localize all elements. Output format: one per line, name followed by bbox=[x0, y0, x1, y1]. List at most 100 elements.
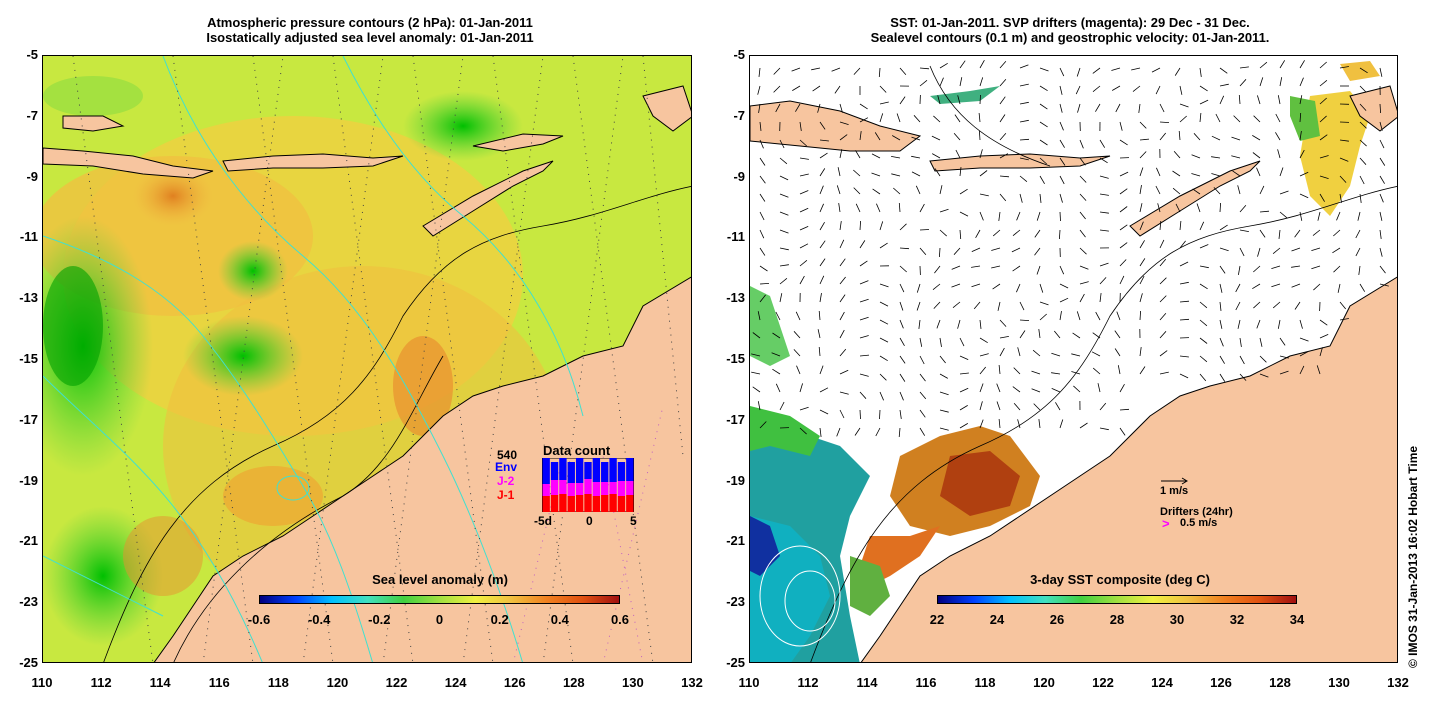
velocity-arrow bbox=[1119, 121, 1123, 131]
velocity-arrow bbox=[1139, 275, 1145, 285]
right-title: SST: 01-Jan-2011. SVP drifters (magenta)… bbox=[780, 15, 1360, 45]
velocity-arrow bbox=[1379, 139, 1385, 149]
velocity-arrow bbox=[1294, 301, 1301, 310]
right-map-panel bbox=[749, 55, 1398, 663]
velocity-arrow bbox=[959, 229, 962, 240]
velocity-arrow bbox=[1079, 281, 1089, 285]
velocity-arrow bbox=[834, 85, 841, 94]
inset-bar bbox=[559, 458, 567, 480]
velocity-arrow bbox=[1256, 167, 1261, 177]
y-tick-label: -21 bbox=[726, 533, 745, 549]
x-tick-label: 118 bbox=[974, 675, 996, 690]
velocity-arrow bbox=[1099, 157, 1108, 164]
velocity-arrow bbox=[1051, 388, 1061, 393]
velocity-arrow bbox=[759, 193, 766, 202]
velocity-arrow bbox=[871, 153, 881, 159]
velocity-arrow bbox=[1196, 203, 1201, 213]
velocity-arrow bbox=[1138, 103, 1141, 113]
velocity-arrow bbox=[999, 60, 1007, 69]
x-tick-label: 120 bbox=[1033, 675, 1055, 690]
velocity-arrow bbox=[1092, 85, 1101, 93]
inset-bar bbox=[609, 482, 617, 494]
velocity-arrow bbox=[757, 311, 761, 321]
velocity-arrow bbox=[1279, 370, 1289, 375]
velocity-arrow bbox=[1175, 203, 1181, 213]
velocity-arrow bbox=[1299, 171, 1309, 177]
velocity-arrow bbox=[919, 229, 930, 231]
velocity-arrow bbox=[1355, 229, 1361, 239]
velocity-arrow bbox=[1159, 258, 1167, 267]
velocity-arrow bbox=[1219, 337, 1224, 347]
velocity-arrow bbox=[1179, 115, 1187, 123]
velocity-arrow bbox=[1359, 157, 1367, 165]
velocity-arrow bbox=[1259, 61, 1268, 69]
velocity-arrow bbox=[757, 85, 761, 95]
inset-bar bbox=[567, 483, 575, 496]
velocity-arrow bbox=[1319, 319, 1328, 326]
velocity-arrow bbox=[1339, 318, 1349, 321]
velocity-arrow bbox=[1139, 366, 1146, 375]
velocity-arrow bbox=[979, 193, 989, 197]
velocity-arrow bbox=[879, 373, 887, 381]
velocity-arrow bbox=[1299, 149, 1305, 159]
velocity-arrow bbox=[911, 171, 921, 177]
velocity-arrow bbox=[1119, 384, 1125, 393]
velocity-arrow bbox=[899, 319, 904, 329]
velocity-arrow bbox=[1159, 132, 1167, 141]
velocity-arrow bbox=[839, 149, 843, 159]
y-tick-label: -25 bbox=[19, 655, 38, 670]
velocity-arrow bbox=[1291, 283, 1301, 288]
velocity-arrow bbox=[1099, 175, 1109, 179]
velocity-arrow bbox=[1355, 247, 1361, 257]
y-tick-label: -9 bbox=[26, 168, 38, 184]
velocity-arrow bbox=[1259, 229, 1266, 238]
inset-bar bbox=[559, 480, 567, 494]
velocity-arrow bbox=[1219, 95, 1225, 105]
velocity-arrow bbox=[779, 277, 788, 285]
velocity-arrow bbox=[1235, 301, 1241, 311]
velocity-arrow bbox=[1119, 139, 1128, 146]
velocity-arrow bbox=[1239, 229, 1249, 232]
velocity-arrow bbox=[1259, 77, 1264, 87]
velocity-arrow bbox=[759, 229, 765, 239]
velocity-arrow bbox=[819, 185, 824, 195]
velocity-arrow bbox=[959, 405, 968, 411]
inset-bar bbox=[626, 495, 634, 512]
velocity-arrow bbox=[1219, 247, 1229, 252]
velocity-arrow bbox=[933, 301, 941, 309]
velocity-arrow bbox=[1199, 244, 1209, 249]
velocity-arrow bbox=[872, 188, 881, 195]
velocity-arrow bbox=[1017, 347, 1021, 357]
y-tick-label: -7 bbox=[26, 107, 38, 123]
velocity-arrow bbox=[1079, 193, 1087, 201]
colorbar-tick-label: 34 bbox=[1289, 612, 1305, 627]
velocity-arrow bbox=[1039, 157, 1047, 165]
velocity-arrow bbox=[1059, 85, 1063, 95]
y-tick-label: -11 bbox=[19, 229, 38, 245]
velocity-arrow bbox=[1119, 242, 1128, 249]
velocity-arrow bbox=[939, 62, 948, 69]
velocity-arrow bbox=[859, 260, 868, 267]
velocity-arrow bbox=[799, 383, 803, 393]
inset-bar bbox=[626, 481, 634, 495]
velocity-arrow bbox=[1159, 295, 1167, 303]
inset-bar bbox=[575, 483, 584, 495]
velocity-arrow bbox=[1271, 265, 1281, 269]
x-tick-label: 122 bbox=[385, 675, 408, 690]
velocity-arrow bbox=[971, 247, 981, 252]
velocity-arrow bbox=[876, 203, 881, 213]
colorbar-tick-label: 24 bbox=[989, 612, 1005, 627]
velocity-arrow bbox=[979, 170, 988, 177]
x-tick-label: 124 bbox=[444, 675, 467, 690]
velocity-arrow bbox=[1379, 121, 1383, 131]
velocity-arrow bbox=[1039, 301, 1049, 306]
velocity-arrow bbox=[1159, 350, 1168, 357]
velocity-arrow bbox=[757, 401, 761, 411]
velocity-arrow bbox=[1319, 347, 1323, 357]
velocity-arrow bbox=[779, 247, 789, 251]
velocity-arrow bbox=[996, 401, 1001, 411]
velocity-arrow bbox=[1337, 283, 1341, 293]
velocity-arrow bbox=[819, 221, 825, 231]
velocity-arrow bbox=[752, 332, 761, 339]
inset-count: 540 bbox=[497, 448, 518, 462]
